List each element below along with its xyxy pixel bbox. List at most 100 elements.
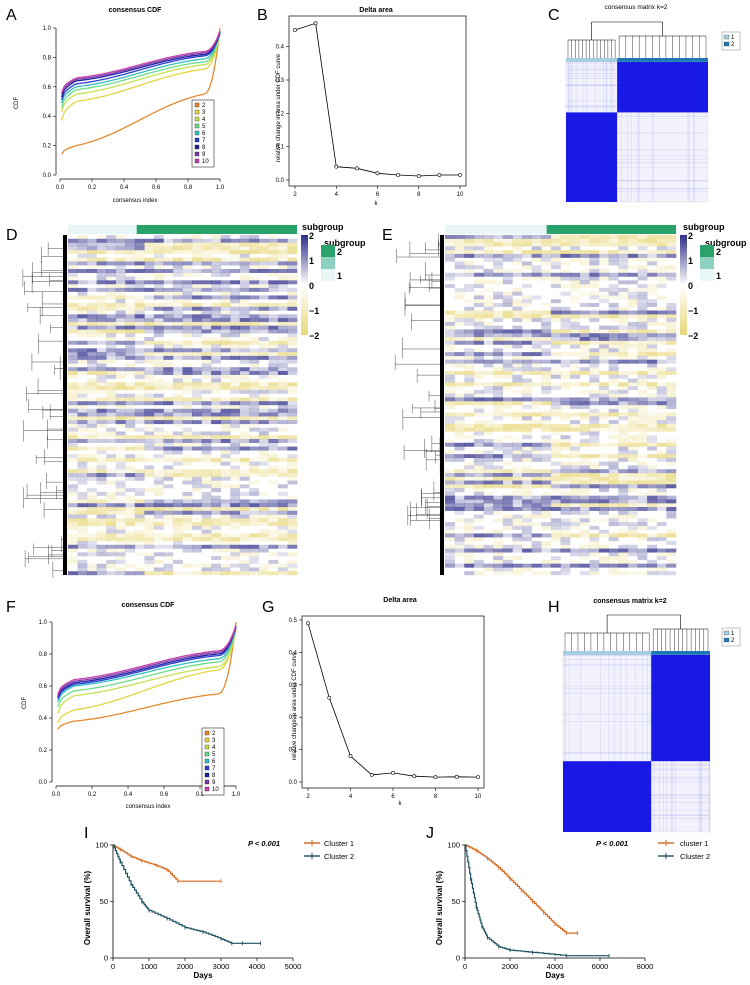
heatmap-cell: [522, 480, 532, 485]
heatmap-cell: [493, 484, 504, 489]
heatmap-cell: [522, 393, 532, 398]
heatmap-cell: [589, 291, 600, 296]
km-curve-2: [113, 844, 261, 944]
heatmap-cell: [454, 548, 465, 553]
heatmap-cell: [589, 401, 600, 406]
heatmap-cell: [268, 454, 279, 459]
matrix-noise-line: [566, 180, 708, 181]
heatmap-cell: [637, 253, 648, 258]
heatmap-cell: [473, 473, 484, 477]
heatmap-cell: [483, 272, 494, 277]
heatmap-cell: [579, 401, 590, 406]
matrix-noise-line: [563, 818, 710, 820]
heatmap-cell: [570, 371, 581, 375]
heatmap-cell: [268, 242, 279, 247]
heatmap-cell: [647, 427, 658, 432]
matrix-legend-label-2: 2: [731, 638, 735, 644]
heatmap-cell: [258, 450, 269, 455]
heatmap-cell: [201, 476, 212, 481]
heatmap-cell: [454, 295, 465, 300]
heatmap-cell: [483, 412, 494, 417]
heatmap-cell: [249, 242, 260, 247]
heatmap-cell: [96, 469, 107, 474]
heatmap-cell: [201, 522, 212, 527]
heatmap-cell: [502, 514, 513, 519]
cdf-series-8: [60, 32, 221, 98]
heatmap-cell: [106, 533, 117, 538]
heatmap-cell: [550, 272, 561, 277]
heatmap-cell: [589, 257, 600, 262]
matrix-noise-line: [611, 62, 612, 202]
heatmap-cell: [106, 329, 117, 334]
heatmap-cell: [220, 401, 231, 406]
cdf-legend-box: [201, 727, 225, 796]
heatmap-cell: [115, 397, 126, 402]
heatmap-cell: [125, 318, 136, 323]
heatmap-cell: [163, 303, 174, 307]
heatmap-cell: [647, 442, 658, 447]
heatmap-cell: [287, 518, 298, 523]
heatmap-cell: [96, 261, 107, 266]
heatmap-cell: [666, 563, 677, 568]
heatmap-cell: [541, 378, 552, 383]
color-scale-bar: [301, 235, 308, 335]
heatmap-cell: [68, 548, 78, 553]
heatmap-cell: [87, 246, 97, 251]
heatmap-cell: [502, 367, 513, 372]
heatmap-cell: [211, 529, 221, 534]
heatmap-cell: [618, 556, 629, 561]
heatmap-cell: [249, 397, 260, 402]
heatmap-cell: [473, 476, 484, 481]
heatmap-cell: [163, 382, 174, 387]
heatmap-cell: [522, 563, 532, 568]
heatmap-cell: [522, 397, 532, 402]
heatmap-cell: [483, 246, 494, 251]
heatmap-cell: [647, 374, 658, 379]
heatmap-cell: [125, 427, 136, 432]
delta-x-tick-label: 8: [434, 794, 438, 800]
heatmap-cell: [647, 261, 658, 266]
heatmap-cell: [287, 344, 298, 349]
heatmap-cell: [201, 374, 212, 379]
heatmap-cell: [230, 465, 241, 470]
heatmap-cell: [211, 476, 221, 481]
heatmap-cell: [153, 295, 164, 300]
heatmap-cell: [570, 518, 581, 523]
heatmap-cell: [579, 461, 590, 466]
heatmap-cell: [579, 333, 590, 338]
heatmap-cell: [163, 306, 174, 311]
heatmap-cell: [627, 250, 638, 255]
heatmap-cell: [637, 272, 648, 277]
heatmap-cell: [627, 439, 638, 443]
heatmap-cell: [134, 435, 145, 440]
heatmap-cell: [239, 476, 250, 481]
heatmap-cell: [192, 386, 202, 391]
heatmap-cell: [522, 514, 532, 519]
heatmap-cell: [560, 469, 571, 474]
heatmap-cell: [163, 344, 174, 349]
heatmap-cell: [666, 552, 677, 557]
heatmap-cell: [647, 503, 658, 508]
km-i-legend-cluster2: Cluster 2: [324, 852, 354, 861]
heatmap-cell: [125, 476, 136, 481]
matrix-noise-line: [586, 62, 587, 202]
heatmap-cell: [599, 495, 609, 500]
heatmap-cell: [493, 314, 504, 319]
cdf-legend-label: 3: [212, 738, 216, 744]
heatmap-cell: [579, 314, 590, 319]
heatmap-cell: [172, 340, 183, 345]
heatmap-cell: [627, 457, 638, 462]
heatmap-cell: [608, 503, 619, 508]
heatmap-cell: [163, 287, 174, 292]
heatmap-cell: [115, 352, 126, 357]
heatmap-cell: [445, 507, 455, 511]
heatmap-cell: [182, 367, 193, 372]
heatmap-cell: [454, 272, 465, 277]
heatmap-cell: [541, 469, 552, 474]
heatmap-cell: [493, 405, 504, 409]
heatmap-cell: [220, 329, 231, 334]
heatmap-cell: [531, 442, 542, 447]
heatmap-cell: [637, 295, 648, 300]
heatmap-cell: [483, 325, 494, 330]
heatmap-cell: [608, 495, 619, 500]
